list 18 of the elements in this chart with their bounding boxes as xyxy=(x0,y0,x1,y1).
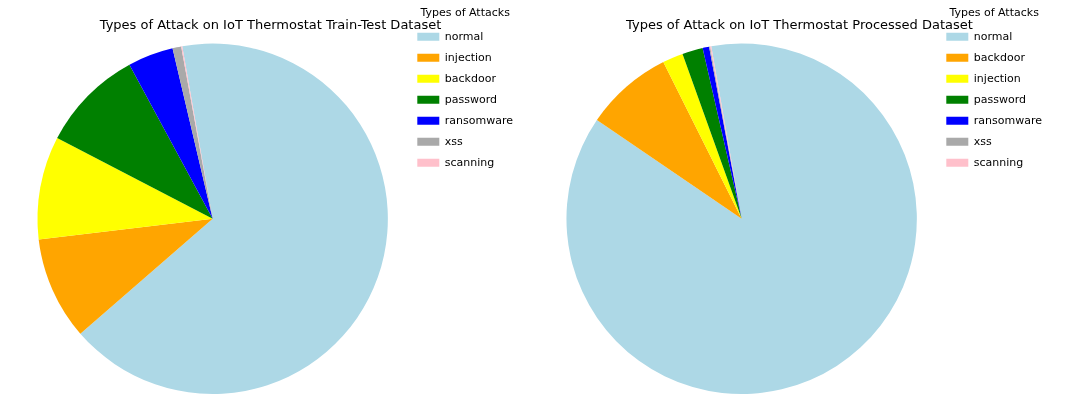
legend-label: xss xyxy=(444,134,464,148)
legend-label: password xyxy=(444,92,498,106)
legend-title: Types of Attacks xyxy=(419,6,511,20)
legend-label: normal xyxy=(444,29,484,43)
legend-title: Types of Attacks xyxy=(948,6,1040,20)
legend-label: backdoor xyxy=(973,50,1026,64)
legend-label: ransomware xyxy=(973,113,1043,127)
legend-label: xss xyxy=(973,134,993,148)
chart-title: Types of Attack on IoT Thermostat Processed Dataset xyxy=(625,17,973,33)
legend-label: ransomware xyxy=(444,113,514,127)
legend-label: injection xyxy=(973,71,1021,85)
legend-label: scanning xyxy=(973,155,1024,169)
legend-label: injection xyxy=(444,50,492,64)
chart-title: Types of Attack on IoT Thermostat Train-Test Dataset xyxy=(98,17,442,33)
legend-label: backdoor xyxy=(444,71,497,85)
legend-label: scanning xyxy=(444,155,495,169)
legend-label: password xyxy=(973,92,1027,106)
legend-label: normal xyxy=(973,29,1013,43)
